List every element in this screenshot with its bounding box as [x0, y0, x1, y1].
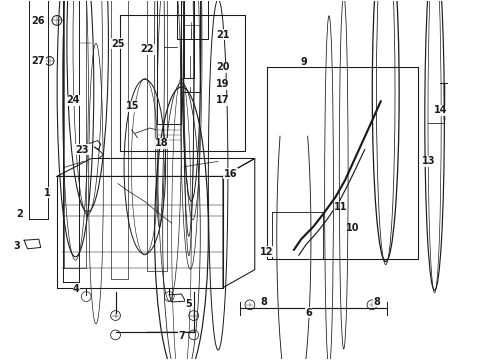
- Text: 7: 7: [178, 331, 185, 341]
- Text: 25: 25: [111, 39, 125, 49]
- Text: 20: 20: [216, 62, 230, 72]
- Polygon shape: [223, 158, 255, 288]
- Text: 22: 22: [141, 44, 154, 54]
- Text: 2: 2: [16, 209, 23, 219]
- Text: 6: 6: [305, 308, 312, 318]
- Text: 24: 24: [66, 95, 80, 105]
- Text: 4: 4: [73, 284, 80, 294]
- Text: 1: 1: [44, 188, 50, 198]
- Text: 8: 8: [373, 297, 380, 307]
- Text: 26: 26: [31, 17, 45, 27]
- Text: 9: 9: [300, 57, 307, 67]
- Polygon shape: [57, 176, 223, 288]
- Text: 13: 13: [421, 156, 435, 166]
- Text: 27: 27: [31, 56, 45, 66]
- Polygon shape: [57, 158, 255, 176]
- Text: 8: 8: [260, 297, 267, 307]
- Text: 5: 5: [185, 299, 192, 309]
- Text: 14: 14: [434, 105, 447, 115]
- Text: 15: 15: [126, 102, 139, 112]
- Text: 19: 19: [216, 79, 230, 89]
- Text: 23: 23: [75, 144, 89, 154]
- Text: 21: 21: [216, 30, 230, 40]
- Text: 12: 12: [260, 247, 274, 257]
- Text: 3: 3: [13, 241, 20, 251]
- Text: 17: 17: [216, 95, 230, 105]
- Text: 11: 11: [334, 202, 347, 212]
- Text: 10: 10: [346, 224, 359, 233]
- Text: 18: 18: [155, 139, 169, 148]
- Text: 16: 16: [223, 169, 237, 179]
